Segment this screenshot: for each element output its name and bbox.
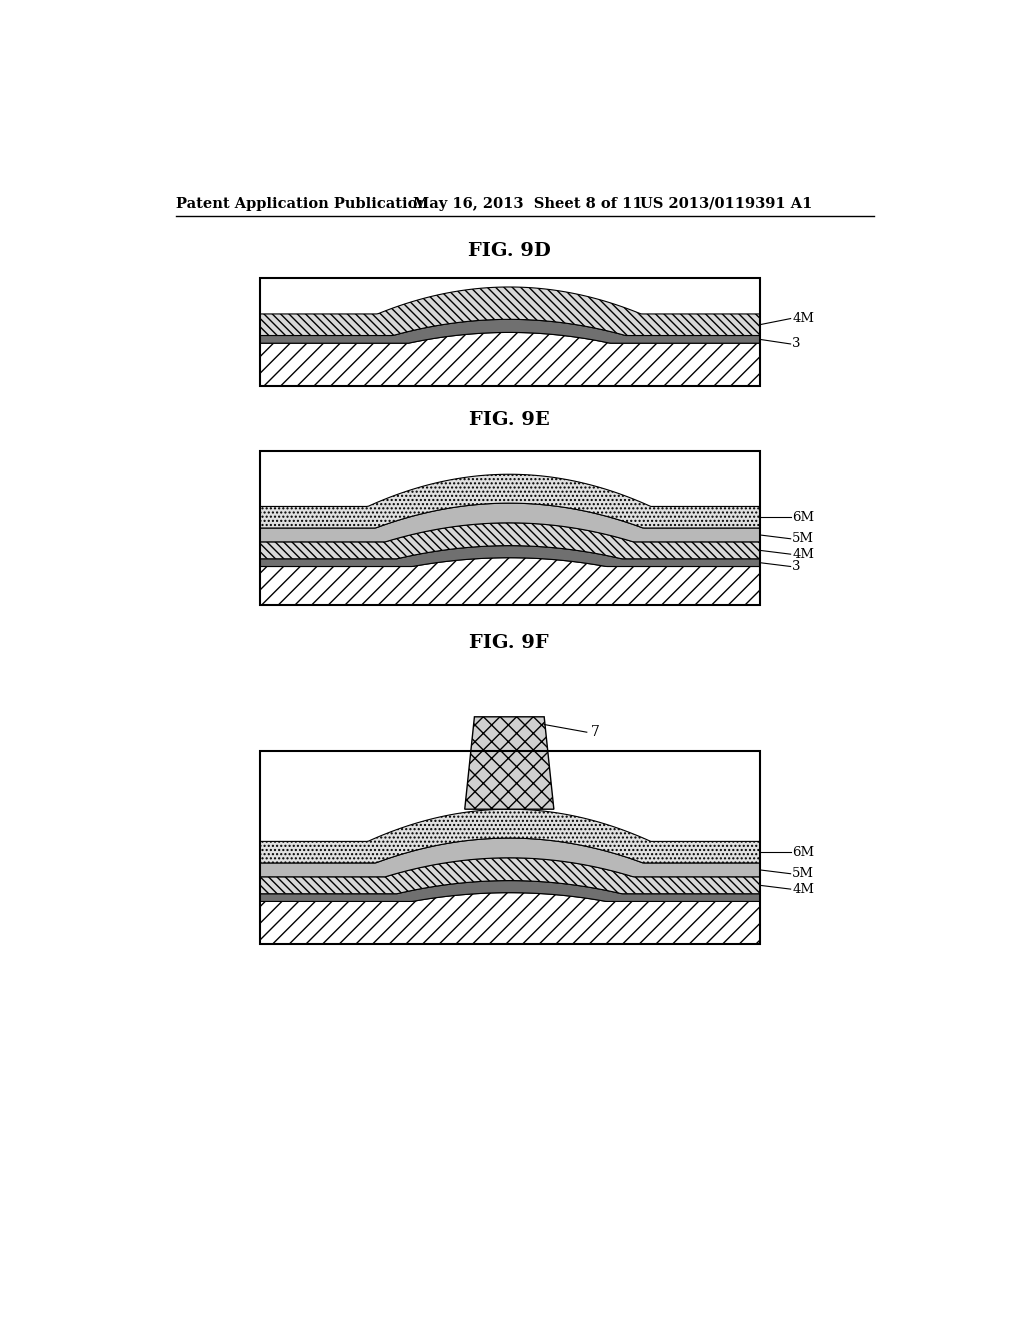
Text: FIG. 9D: FIG. 9D bbox=[468, 242, 551, 260]
Polygon shape bbox=[260, 333, 760, 385]
Polygon shape bbox=[260, 523, 760, 558]
Polygon shape bbox=[260, 319, 760, 343]
Text: May 16, 2013  Sheet 8 of 11: May 16, 2013 Sheet 8 of 11 bbox=[414, 197, 643, 211]
Text: 4M: 4M bbox=[793, 883, 814, 896]
Text: 5M: 5M bbox=[793, 867, 814, 880]
Polygon shape bbox=[260, 809, 760, 863]
Polygon shape bbox=[260, 838, 760, 876]
Polygon shape bbox=[260, 474, 760, 528]
Bar bbox=[260, 277, 760, 385]
Bar bbox=[260, 451, 760, 605]
Text: Patent Application Publication: Patent Application Publication bbox=[176, 197, 428, 211]
Polygon shape bbox=[260, 892, 760, 944]
Text: 5M: 5M bbox=[793, 532, 814, 545]
Text: FIG. 9F: FIG. 9F bbox=[469, 635, 549, 652]
Polygon shape bbox=[260, 858, 760, 894]
Text: 3: 3 bbox=[793, 560, 801, 573]
Text: 7: 7 bbox=[591, 725, 599, 739]
Text: US 2013/0119391 A1: US 2013/0119391 A1 bbox=[640, 197, 812, 211]
Polygon shape bbox=[465, 717, 554, 809]
Polygon shape bbox=[260, 545, 760, 566]
Text: 3: 3 bbox=[793, 338, 801, 351]
Polygon shape bbox=[260, 503, 760, 543]
Polygon shape bbox=[260, 558, 760, 605]
Polygon shape bbox=[260, 286, 760, 335]
Text: 6M: 6M bbox=[793, 846, 814, 859]
Text: 6M: 6M bbox=[793, 511, 814, 524]
Text: FIG. 9E: FIG. 9E bbox=[469, 411, 550, 429]
Bar bbox=[260, 751, 760, 944]
Text: 4M: 4M bbox=[793, 548, 814, 561]
Polygon shape bbox=[260, 880, 760, 902]
Text: 4M: 4M bbox=[793, 312, 814, 325]
